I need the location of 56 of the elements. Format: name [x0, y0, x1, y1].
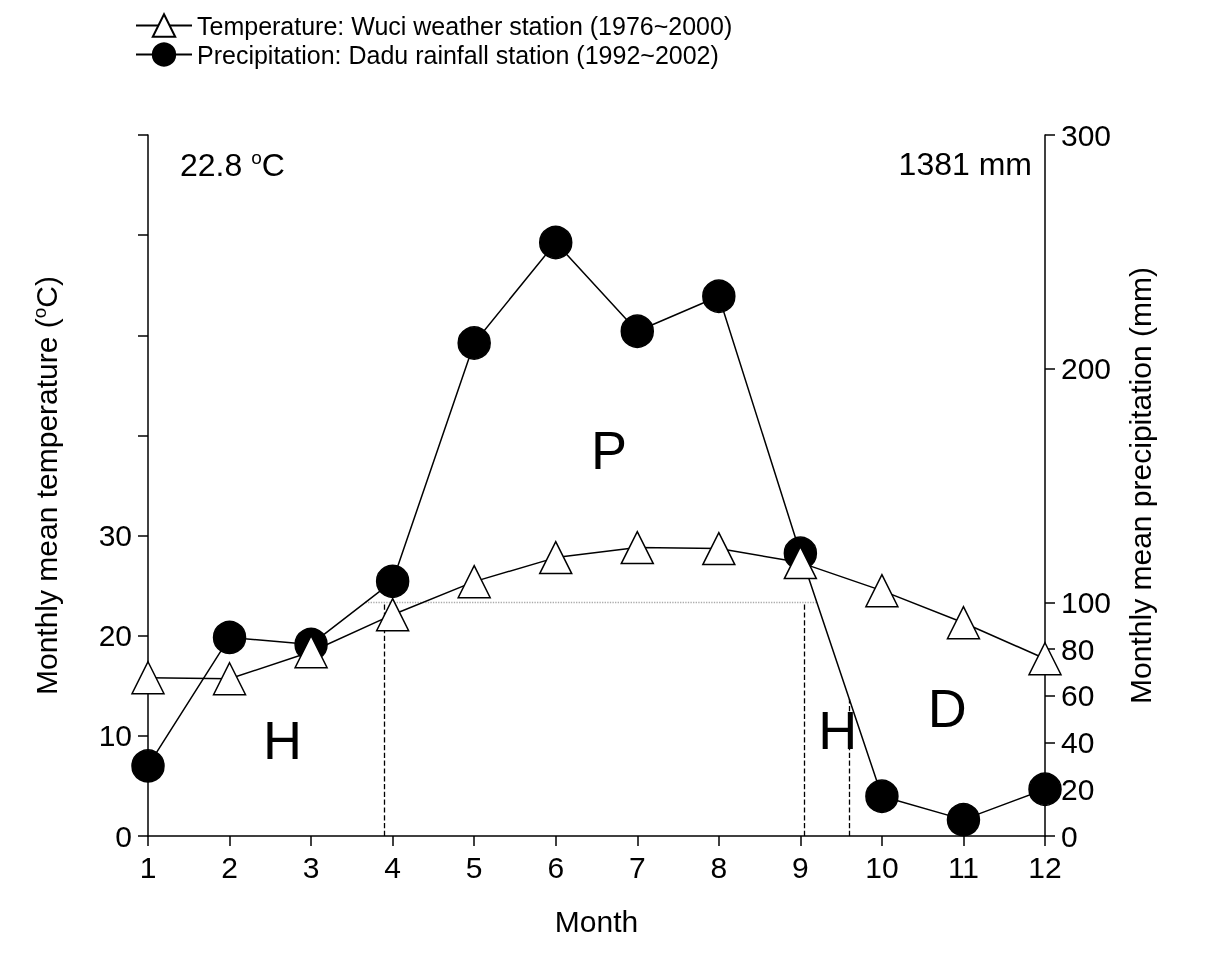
point: [294, 634, 328, 669]
x-tick-label: 8: [710, 850, 728, 884]
point: [702, 531, 736, 566]
point: [702, 279, 736, 313]
point: [212, 620, 247, 655]
x-tick-label: 7: [628, 850, 646, 884]
point: [865, 779, 899, 814]
y2-tick-label: 80: [1061, 632, 1095, 666]
point: [375, 597, 410, 632]
y-axis-title: Monthly mean temperature (oC): [29, 275, 63, 696]
point: [783, 545, 818, 580]
point: [539, 225, 573, 260]
y2-tick-label: 100: [1061, 585, 1112, 619]
point: [457, 564, 491, 599]
point: [1028, 772, 1062, 807]
y2-tick-label: 300: [1061, 118, 1112, 152]
x-tick-label: 6: [547, 850, 565, 884]
y2-tick-label: 0: [1061, 819, 1078, 853]
x-tick-label: 4: [384, 850, 401, 884]
point: [946, 802, 981, 837]
point: [620, 530, 655, 565]
x-tick-label: 5: [465, 850, 483, 884]
annotation: 1381 mm: [898, 146, 1032, 182]
point: [131, 749, 165, 783]
x-axis-title: Month: [554, 904, 639, 938]
legend-label: Temperature: Wuci weather station (1976~2000): [197, 11, 733, 40]
y-tick-label: 10: [98, 719, 132, 753]
point: [865, 573, 899, 608]
point: [131, 661, 165, 695]
x-tick-label: 11: [947, 850, 980, 884]
y-tick-label: 20: [98, 619, 132, 653]
y2-tick-label: 20: [1061, 772, 1095, 806]
x-tick-label: 9: [792, 850, 809, 884]
point: [212, 662, 247, 696]
x-tick-label: 3: [302, 850, 320, 884]
x-tick-label: 12: [1028, 850, 1062, 884]
y2-tick-label: 60: [1061, 679, 1095, 713]
point: [1028, 642, 1062, 676]
x-tick-label: 2: [221, 850, 238, 884]
y2-axis-title: Monthly mean precipitation (mm): [1123, 267, 1157, 704]
y-tick-label: 30: [98, 519, 132, 553]
x-tick-label: 10: [865, 850, 899, 884]
annotation: D: [927, 677, 967, 738]
y2-tick-label: 200: [1061, 352, 1112, 386]
point: [946, 605, 981, 640]
annotation: H: [818, 700, 858, 761]
legend-label: Precipitation: Dadu rainfall station (1992~2002): [197, 40, 719, 69]
x-tick-label: 1: [139, 850, 157, 884]
point: [375, 564, 410, 599]
point: [620, 314, 655, 349]
y2-tick-label: 40: [1061, 726, 1095, 760]
annotation: P: [591, 420, 628, 481]
point: [538, 540, 573, 575]
y-tick-label: 0: [115, 819, 132, 853]
point: [457, 326, 491, 360]
annotation: H: [263, 709, 303, 770]
